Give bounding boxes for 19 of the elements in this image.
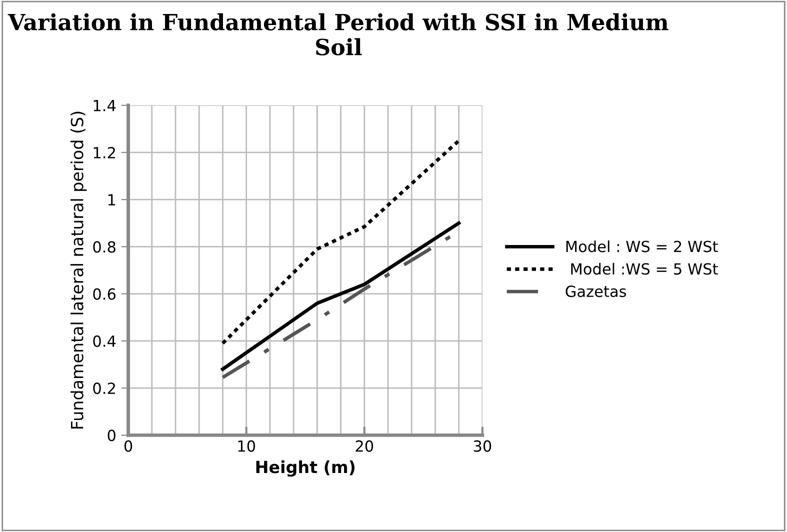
line-series <box>220 138 461 346</box>
x-axis-title: Height (m) <box>256 460 354 477</box>
legend-label: Model :WS = 5 WSt <box>571 262 718 275</box>
y-tick-label: 1.2 <box>94 146 115 158</box>
y-tick-label: 0.8 <box>93 241 116 253</box>
y-tick-label: 0.6 <box>93 288 116 300</box>
y-axis-title: Fundamental lateral natural period (S) <box>70 112 87 429</box>
y-tick-label: 0 <box>108 430 116 442</box>
legend-label: Gazetas <box>566 286 626 298</box>
x-tick-label: 10 <box>238 440 256 452</box>
y-tick-label: 1 <box>108 194 116 206</box>
y-tick-label: 0.2 <box>93 382 115 394</box>
x-tick-label: 0 <box>124 440 132 452</box>
chart-title: Variation in Fundamental Period with SSI in Medium Soil <box>8 13 668 56</box>
y-tick-label: 0.4 <box>93 335 116 347</box>
y-tick-label: 1.4 <box>94 100 116 112</box>
legend-label: Model : WS = 2 WSt <box>566 240 718 252</box>
x-tick-label: 30 <box>474 440 492 452</box>
x-tick-label: 20 <box>356 440 374 452</box>
